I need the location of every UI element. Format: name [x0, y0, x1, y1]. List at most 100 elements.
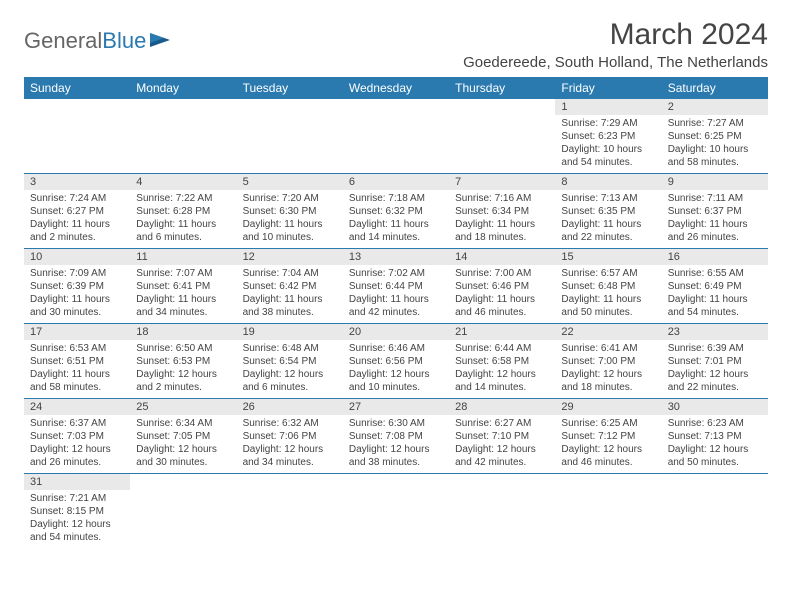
calendar-header: SundayMondayTuesdayWednesdayThursdayFrid… [24, 77, 768, 99]
day-details: Sunrise: 7:09 AMSunset: 6:39 PMDaylight:… [24, 265, 130, 323]
calendar-cell-empty [449, 99, 555, 174]
day-details: Sunrise: 7:22 AMSunset: 6:28 PMDaylight:… [130, 190, 236, 248]
day-number: 12 [237, 249, 343, 265]
day-details: Sunrise: 7:04 AMSunset: 6:42 PMDaylight:… [237, 265, 343, 323]
calendar-cell-empty [130, 474, 236, 549]
day-details: Sunrise: 6:50 AMSunset: 6:53 PMDaylight:… [130, 340, 236, 398]
day-number: 25 [130, 399, 236, 415]
page-title: March 2024 [463, 18, 768, 52]
calendar-row: 17Sunrise: 6:53 AMSunset: 6:51 PMDayligh… [24, 324, 768, 399]
calendar-cell: 17Sunrise: 6:53 AMSunset: 6:51 PMDayligh… [24, 324, 130, 399]
day-details: Sunrise: 7:18 AMSunset: 6:32 PMDaylight:… [343, 190, 449, 248]
calendar-cell: 19Sunrise: 6:48 AMSunset: 6:54 PMDayligh… [237, 324, 343, 399]
calendar-cell: 21Sunrise: 6:44 AMSunset: 6:58 PMDayligh… [449, 324, 555, 399]
day-number: 7 [449, 174, 555, 190]
day-number: 11 [130, 249, 236, 265]
calendar-row: 31Sunrise: 7:21 AMSunset: 8:15 PMDayligh… [24, 474, 768, 549]
day-number: 21 [449, 324, 555, 340]
calendar-cell-empty [662, 474, 768, 549]
day-details: Sunrise: 7:29 AMSunset: 6:23 PMDaylight:… [555, 115, 661, 173]
calendar-cell: 9Sunrise: 7:11 AMSunset: 6:37 PMDaylight… [662, 174, 768, 249]
logo: GeneralBlue [24, 28, 174, 54]
day-number: 3 [24, 174, 130, 190]
calendar-cell: 27Sunrise: 6:30 AMSunset: 7:08 PMDayligh… [343, 399, 449, 474]
day-number: 16 [662, 249, 768, 265]
calendar-cell: 28Sunrise: 6:27 AMSunset: 7:10 PMDayligh… [449, 399, 555, 474]
day-number: 2 [662, 99, 768, 115]
day-number: 13 [343, 249, 449, 265]
calendar-cell: 13Sunrise: 7:02 AMSunset: 6:44 PMDayligh… [343, 249, 449, 324]
day-details: Sunrise: 6:30 AMSunset: 7:08 PMDaylight:… [343, 415, 449, 473]
calendar-cell: 26Sunrise: 6:32 AMSunset: 7:06 PMDayligh… [237, 399, 343, 474]
day-details: Sunrise: 7:20 AMSunset: 6:30 PMDaylight:… [237, 190, 343, 248]
calendar-cell-empty [449, 474, 555, 549]
day-number: 18 [130, 324, 236, 340]
calendar-cell-empty [343, 99, 449, 174]
day-number: 14 [449, 249, 555, 265]
calendar-cell: 24Sunrise: 6:37 AMSunset: 7:03 PMDayligh… [24, 399, 130, 474]
day-number: 8 [555, 174, 661, 190]
day-details: Sunrise: 6:23 AMSunset: 7:13 PMDaylight:… [662, 415, 768, 473]
day-number: 15 [555, 249, 661, 265]
day-number: 27 [343, 399, 449, 415]
weekday-header: Wednesday [343, 77, 449, 99]
day-details: Sunrise: 7:27 AMSunset: 6:25 PMDaylight:… [662, 115, 768, 173]
calendar-cell: 4Sunrise: 7:22 AMSunset: 6:28 PMDaylight… [130, 174, 236, 249]
calendar-cell: 22Sunrise: 6:41 AMSunset: 7:00 PMDayligh… [555, 324, 661, 399]
calendar-cell: 29Sunrise: 6:25 AMSunset: 7:12 PMDayligh… [555, 399, 661, 474]
day-number: 29 [555, 399, 661, 415]
day-details: Sunrise: 6:55 AMSunset: 6:49 PMDaylight:… [662, 265, 768, 323]
day-details: Sunrise: 6:27 AMSunset: 7:10 PMDaylight:… [449, 415, 555, 473]
weekday-header: Monday [130, 77, 236, 99]
calendar-row: 3Sunrise: 7:24 AMSunset: 6:27 PMDaylight… [24, 174, 768, 249]
calendar-cell-empty [237, 474, 343, 549]
title-block: March 2024 Goedereede, South Holland, Th… [463, 18, 768, 71]
calendar-cell: 31Sunrise: 7:21 AMSunset: 8:15 PMDayligh… [24, 474, 130, 549]
calendar-cell: 7Sunrise: 7:16 AMSunset: 6:34 PMDaylight… [449, 174, 555, 249]
calendar-cell: 25Sunrise: 6:34 AMSunset: 7:05 PMDayligh… [130, 399, 236, 474]
day-details: Sunrise: 6:32 AMSunset: 7:06 PMDaylight:… [237, 415, 343, 473]
day-details: Sunrise: 7:16 AMSunset: 6:34 PMDaylight:… [449, 190, 555, 248]
day-details: Sunrise: 7:13 AMSunset: 6:35 PMDaylight:… [555, 190, 661, 248]
calendar-cell: 5Sunrise: 7:20 AMSunset: 6:30 PMDaylight… [237, 174, 343, 249]
logo-text-blue: Blue [102, 28, 146, 54]
calendar-table: SundayMondayTuesdayWednesdayThursdayFrid… [24, 77, 768, 548]
calendar-cell: 12Sunrise: 7:04 AMSunset: 6:42 PMDayligh… [237, 249, 343, 324]
day-details: Sunrise: 6:44 AMSunset: 6:58 PMDaylight:… [449, 340, 555, 398]
day-number: 17 [24, 324, 130, 340]
weekday-header: Thursday [449, 77, 555, 99]
day-number: 24 [24, 399, 130, 415]
calendar-cell: 3Sunrise: 7:24 AMSunset: 6:27 PMDaylight… [24, 174, 130, 249]
day-number: 20 [343, 324, 449, 340]
day-number: 19 [237, 324, 343, 340]
day-number: 1 [555, 99, 661, 115]
calendar-cell: 15Sunrise: 6:57 AMSunset: 6:48 PMDayligh… [555, 249, 661, 324]
weekday-header: Tuesday [237, 77, 343, 99]
header: GeneralBlue March 2024 Goedereede, South… [24, 18, 768, 71]
day-details: Sunrise: 6:41 AMSunset: 7:00 PMDaylight:… [555, 340, 661, 398]
day-number: 5 [237, 174, 343, 190]
calendar-body: 1Sunrise: 7:29 AMSunset: 6:23 PMDaylight… [24, 99, 768, 548]
day-details: Sunrise: 7:21 AMSunset: 8:15 PMDaylight:… [24, 490, 130, 548]
day-details: Sunrise: 6:48 AMSunset: 6:54 PMDaylight:… [237, 340, 343, 398]
day-number: 6 [343, 174, 449, 190]
calendar-cell: 14Sunrise: 7:00 AMSunset: 6:46 PMDayligh… [449, 249, 555, 324]
calendar-cell: 8Sunrise: 7:13 AMSunset: 6:35 PMDaylight… [555, 174, 661, 249]
weekday-header: Friday [555, 77, 661, 99]
calendar-row: 1Sunrise: 7:29 AMSunset: 6:23 PMDaylight… [24, 99, 768, 174]
calendar-cell: 18Sunrise: 6:50 AMSunset: 6:53 PMDayligh… [130, 324, 236, 399]
day-number: 4 [130, 174, 236, 190]
day-details: Sunrise: 6:34 AMSunset: 7:05 PMDaylight:… [130, 415, 236, 473]
day-number: 28 [449, 399, 555, 415]
day-details: Sunrise: 6:53 AMSunset: 6:51 PMDaylight:… [24, 340, 130, 398]
day-details: Sunrise: 6:46 AMSunset: 6:56 PMDaylight:… [343, 340, 449, 398]
day-details: Sunrise: 7:24 AMSunset: 6:27 PMDaylight:… [24, 190, 130, 248]
calendar-cell: 30Sunrise: 6:23 AMSunset: 7:13 PMDayligh… [662, 399, 768, 474]
calendar-cell-empty [237, 99, 343, 174]
day-number: 23 [662, 324, 768, 340]
day-details: Sunrise: 6:57 AMSunset: 6:48 PMDaylight:… [555, 265, 661, 323]
day-details: Sunrise: 7:00 AMSunset: 6:46 PMDaylight:… [449, 265, 555, 323]
day-details: Sunrise: 6:39 AMSunset: 7:01 PMDaylight:… [662, 340, 768, 398]
calendar-row: 24Sunrise: 6:37 AMSunset: 7:03 PMDayligh… [24, 399, 768, 474]
logo-flag-icon [148, 31, 174, 51]
